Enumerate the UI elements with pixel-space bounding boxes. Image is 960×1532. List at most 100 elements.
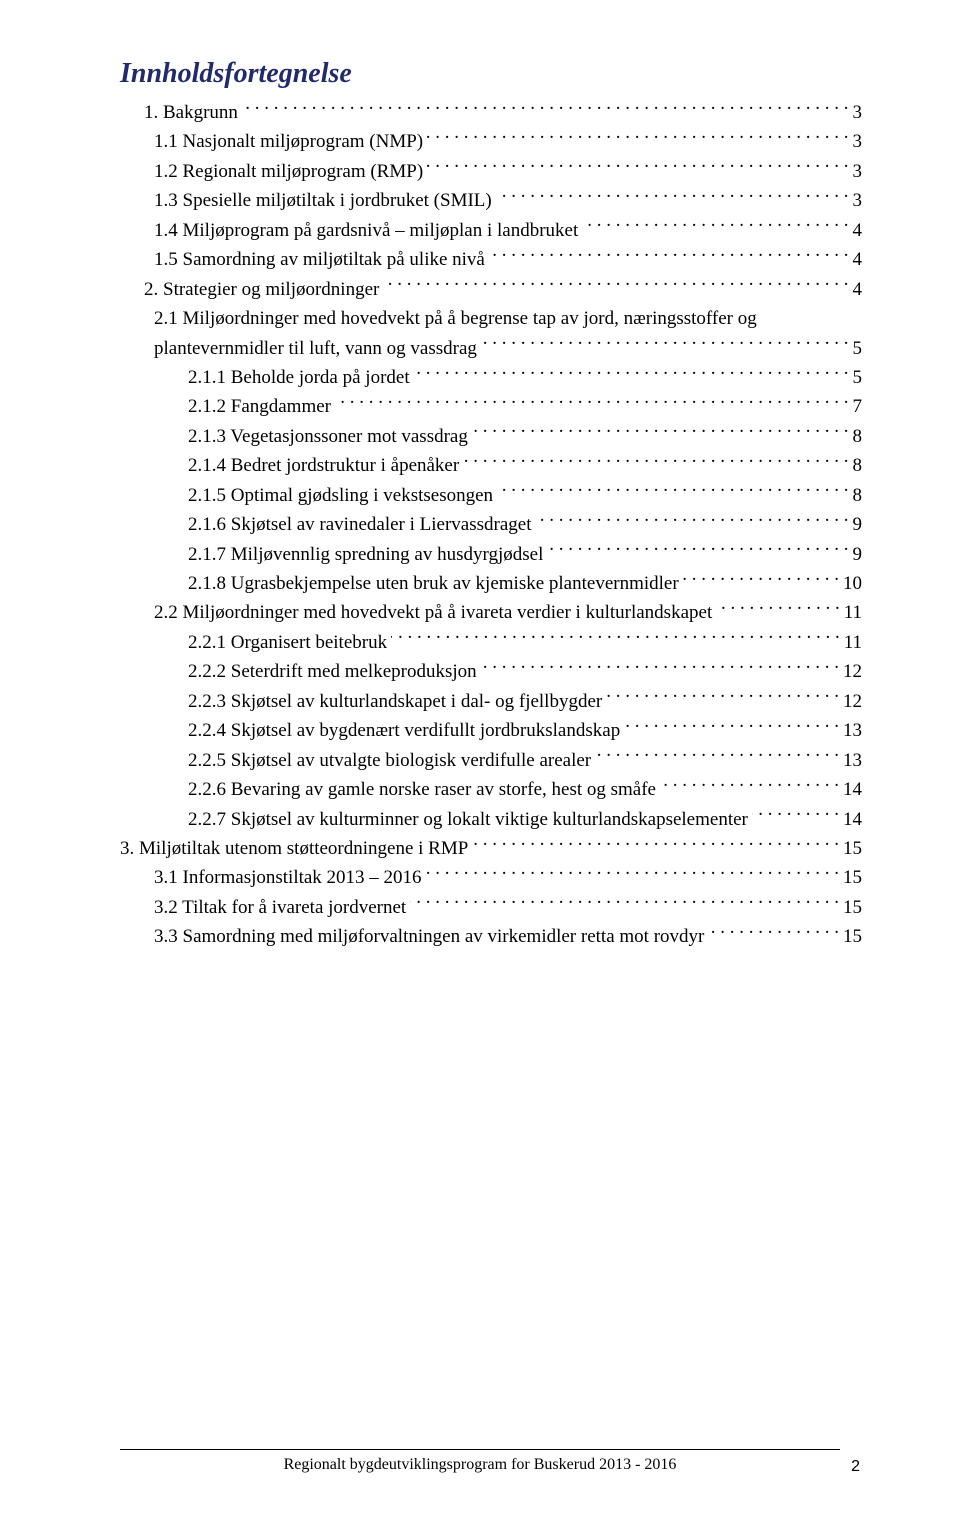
toc-entry-page: 15 xyxy=(843,863,862,892)
toc-leader-dots xyxy=(427,158,848,177)
toc-leader-dots xyxy=(708,923,839,942)
toc-entry-label: 2.1.4 Bedret jordstruktur i åpenåker xyxy=(188,451,459,480)
toc-entry-page: 4 xyxy=(853,216,863,245)
toc-entry[interactable]: 2. Strategier og miljøordninger4 xyxy=(120,275,862,304)
toc-entry-page: 11 xyxy=(844,598,862,627)
toc-entry[interactable]: 1.3 Spesielle miljøtiltak i jordbruket (… xyxy=(120,186,862,215)
toc-entry-label: 2.2.7 Skjøtsel av kulturminner og lokalt… xyxy=(188,805,748,834)
toc-entry[interactable]: 2.2.7 Skjøtsel av kulturminner og lokalt… xyxy=(120,805,862,834)
toc-entry-page: 5 xyxy=(853,363,863,392)
toc-entry[interactable]: 2.1.7 Miljøvennlig spredning av husdyrgj… xyxy=(120,540,862,569)
table-of-contents: 1. Bakgrunn31.1 Nasjonalt miljøprogram (… xyxy=(120,98,862,952)
toc-leader-dots xyxy=(414,364,849,383)
toc-entry[interactable]: 1.4 Miljøprogram på gardsnivå – miljøpla… xyxy=(120,216,862,245)
footer-page-number: 2 xyxy=(851,1458,860,1476)
toc-entry[interactable]: 2.2 Miljøordninger med hovedvekt på å iv… xyxy=(120,598,862,627)
toc-entry-label: plantevernmidler til luft, vann og vassd… xyxy=(154,334,477,363)
toc-entry-page: 3 xyxy=(853,127,863,156)
toc-leader-dots xyxy=(595,747,839,766)
toc-entry[interactable]: 3. Miljøtiltak utenom støtteordningene i… xyxy=(120,834,862,863)
toc-entry[interactable]: 2.1.2 Fangdammer7 xyxy=(120,392,862,421)
toc-entry-label: 1.4 Miljøprogram på gardsnivå – miljøpla… xyxy=(154,216,578,245)
toc-entry-label: 3.1 Informasjonstiltak 2013 – 2016 xyxy=(154,863,422,892)
toc-entry[interactable]: 1.1 Nasjonalt miljøprogram (NMP)3 xyxy=(120,127,862,156)
toc-entry-label: 1.3 Spesielle miljøtiltak i jordbruket (… xyxy=(154,186,492,215)
toc-entry[interactable]: 3.2 Tiltak for å ivareta jordvernet 15 xyxy=(120,893,862,922)
toc-entry-label: 1. Bakgrunn xyxy=(144,98,238,127)
toc-entry-label: 2.2 Miljøordninger med hovedvekt på å iv… xyxy=(154,598,712,627)
toc-entry[interactable]: 3.3 Samordning med miljøforvaltningen av… xyxy=(120,922,862,951)
toc-entry-page: 7 xyxy=(853,392,863,421)
toc-entry[interactable]: 2.1.5 Optimal gjødsling i vekstsesongen 8 xyxy=(120,481,862,510)
toc-entry-page: 8 xyxy=(853,422,863,451)
toc-entry-page: 15 xyxy=(843,893,862,922)
toc-entry[interactable]: 2.2.3 Skjøtsel av kulturlandskapet i dal… xyxy=(120,687,862,716)
toc-entry[interactable]: 2.1 Miljøordninger med hovedvekt på å be… xyxy=(120,304,862,333)
toc-entry-page: 13 xyxy=(843,716,862,745)
toc-leader-dots xyxy=(683,570,839,589)
toc-entry-page: 9 xyxy=(853,510,863,539)
toc-entry-page: 12 xyxy=(843,687,862,716)
toc-entry[interactable]: 2.1.4 Bedret jordstruktur i åpenåker 8 xyxy=(120,451,862,480)
toc-entry-page: 15 xyxy=(843,834,862,863)
toc-entry[interactable]: 1.2 Regionalt miljøprogram (RMP)3 xyxy=(120,157,862,186)
toc-entry-page: 14 xyxy=(843,805,862,834)
toc-entry-label: 2.2.2 Seterdrift med melkeproduksjon xyxy=(188,657,477,686)
toc-leader-dots xyxy=(427,128,848,147)
toc-entry-page: 3 xyxy=(853,98,863,127)
toc-leader-dots xyxy=(535,511,848,530)
toc-leader-dots xyxy=(335,393,848,412)
toc-leader-dots xyxy=(391,629,840,648)
toc-entry-label: 3.3 Samordning med miljøforvaltningen av… xyxy=(154,922,704,951)
toc-title: Innholdsfortegnelse xyxy=(120,58,862,90)
toc-entry-label: 2.1 Miljøordninger med hovedvekt på å be… xyxy=(154,304,757,333)
footer-text: Regionalt bygdeutviklingsprogram for Bus… xyxy=(284,1456,677,1474)
toc-entry[interactable]: 1.5 Samordning av miljøtiltak på ulike n… xyxy=(120,245,862,274)
toc-entry[interactable]: 1. Bakgrunn 3 xyxy=(120,98,862,127)
toc-leader-dots xyxy=(660,776,839,795)
toc-entry-page: 3 xyxy=(853,157,863,186)
toc-leader-dots xyxy=(496,187,849,206)
toc-entry[interactable]: 2.2.2 Seterdrift med melkeproduksjon12 xyxy=(120,657,862,686)
toc-leader-dots xyxy=(472,835,839,854)
toc-entry-label: 2.2.1 Organisert beitebruk xyxy=(188,628,387,657)
toc-entry[interactable]: 2.2.5 Skjøtsel av utvalgte biologisk ver… xyxy=(120,746,862,775)
toc-leader-dots xyxy=(489,246,849,265)
toc-entry-page: 9 xyxy=(853,540,863,569)
toc-leader-dots xyxy=(716,599,839,618)
toc-entry[interactable]: 2.1.1 Beholde jorda på jordet5 xyxy=(120,363,862,392)
toc-entry[interactable]: 2.1.3 Vegetasjonssoner mot vassdrag 8 xyxy=(120,422,862,451)
toc-leader-dots xyxy=(481,658,839,677)
toc-entry-label: 3.2 Tiltak for å ivareta jordvernet xyxy=(154,893,406,922)
toc-entry-page: 4 xyxy=(853,245,863,274)
toc-entry[interactable]: 2.2.4 Skjøtsel av bygdenært verdifullt j… xyxy=(120,716,862,745)
toc-entry[interactable]: plantevernmidler til luft, vann og vassd… xyxy=(120,334,862,363)
toc-leader-dots xyxy=(472,423,849,442)
footer-divider xyxy=(120,1449,840,1450)
toc-entry[interactable]: 2.1.8 Ugrasbekjempelse uten bruk av kjem… xyxy=(120,569,862,598)
toc-entry-label: 2.1.7 Miljøvennlig spredning av husdyrgj… xyxy=(188,540,543,569)
toc-entry-page: 5 xyxy=(853,334,863,363)
toc-leader-dots xyxy=(410,894,839,913)
toc-leader-dots xyxy=(606,688,839,707)
toc-leader-dots xyxy=(547,541,848,560)
toc-entry-label: 1.5 Samordning av miljøtiltak på ulike n… xyxy=(154,245,485,274)
toc-entry[interactable]: 3.1 Informasjonstiltak 2013 – 2016 15 xyxy=(120,863,862,892)
toc-entry-label: 2.1.5 Optimal gjødsling i vekstsesongen xyxy=(188,481,493,510)
toc-entry-page: 8 xyxy=(853,451,863,480)
toc-entry[interactable]: 2.2.1 Organisert beitebruk11 xyxy=(120,628,862,657)
toc-leader-dots xyxy=(426,864,839,883)
toc-entry-page: 3 xyxy=(853,186,863,215)
toc-entry-label: 2.1.3 Vegetasjonssoner mot vassdrag xyxy=(188,422,468,451)
toc-entry-label: 2.1.6 Skjøtsel av ravinedaler i Liervass… xyxy=(188,510,531,539)
toc-entry-page: 13 xyxy=(843,746,862,775)
toc-entry[interactable]: 2.1.6 Skjøtsel av ravinedaler i Liervass… xyxy=(120,510,862,539)
toc-entry[interactable]: 2.2.6 Bevaring av gamle norske raser av … xyxy=(120,775,862,804)
toc-leader-dots xyxy=(242,99,849,118)
toc-entry-page: 8 xyxy=(853,481,863,510)
document-page: Innholdsfortegnelse 1. Bakgrunn31.1 Nasj… xyxy=(0,0,960,1532)
toc-leader-dots xyxy=(497,482,848,501)
toc-entry-label: 2.2.6 Bevaring av gamle norske raser av … xyxy=(188,775,656,804)
toc-entry-label: 2.1.8 Ugrasbekjempelse uten bruk av kjem… xyxy=(188,569,679,598)
toc-entry-label: 2.2.3 Skjøtsel av kulturlandskapet i dal… xyxy=(188,687,602,716)
